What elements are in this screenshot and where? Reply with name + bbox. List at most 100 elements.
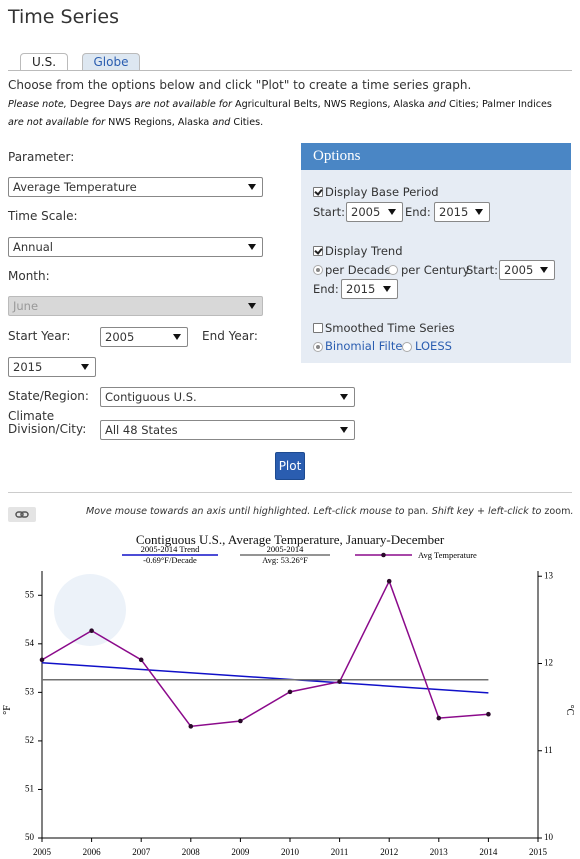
legend-marker — [381, 552, 386, 558]
field-label: Climate Division/City: — [8, 409, 87, 436]
text-segment: NWS Regions, Alaska — [108, 117, 210, 128]
y2-tick-label: 13 — [544, 570, 554, 580]
option-label: LOESS — [415, 339, 452, 353]
x-tick-label: 2008 — [182, 847, 201, 857]
plot-button[interactable]: Plot — [275, 452, 305, 480]
checkbox[interactable] — [313, 323, 323, 333]
chart-hint: Move mouse towards an axis until highlig… — [86, 506, 574, 517]
point — [188, 724, 194, 729]
legend-note: -0.69°F/Decade — [143, 555, 197, 565]
field-label: Start Year: — [8, 329, 71, 343]
divider — [8, 492, 572, 493]
point — [238, 718, 243, 724]
checkbox[interactable] — [313, 187, 323, 197]
x-tick-label: 2011 — [331, 847, 349, 857]
legend-label: 2005-2014 — [267, 544, 305, 554]
tab-rule — [8, 70, 572, 71]
tab[interactable]: U.S. — [20, 53, 68, 71]
x-tick-label: 2009 — [231, 847, 250, 857]
y-tick-label: 55 — [25, 589, 35, 599]
select[interactable]: 2015 — [8, 357, 96, 377]
field-label: End Year: — [202, 329, 258, 343]
series-line — [41, 662, 489, 694]
option-label: Smoothed Time Series — [325, 321, 455, 335]
field-label: Time Scale: — [8, 209, 78, 223]
option-label: Display Trend — [325, 244, 403, 258]
text-segment: and — [209, 117, 234, 128]
y-tick-label: 51 — [25, 784, 34, 794]
y-tick-label: 53 — [25, 686, 35, 696]
option-label: Start: — [313, 205, 345, 219]
option-label: Start: — [466, 263, 498, 277]
point — [287, 689, 293, 695]
x-tick-label: 2006 — [83, 847, 102, 857]
y-tick-label: 52 — [25, 735, 34, 745]
select[interactable]: Annual — [8, 237, 263, 257]
y-axis-label: °F — [2, 705, 13, 715]
radio[interactable] — [388, 265, 398, 275]
y2-axis-label: °C — [564, 705, 575, 716]
text-segment: are not available for — [8, 117, 109, 128]
select[interactable]: 2005 — [100, 327, 188, 347]
select[interactable]: 2005 — [499, 260, 555, 280]
option-label: Binomial Filter — [325, 339, 408, 353]
select[interactable]: Average Temperature — [8, 177, 263, 197]
link-button[interactable] — [8, 507, 36, 522]
point — [386, 578, 392, 584]
checkbox[interactable] — [313, 246, 323, 256]
field-label: Parameter: — [8, 150, 75, 164]
y2-tick-label: 12 — [544, 658, 553, 668]
field-label: State/Region: — [8, 389, 89, 403]
option-label: End: — [313, 282, 339, 296]
x-tick-label: 2015 — [529, 847, 548, 857]
option-label: End: — [405, 205, 431, 219]
text-segment: and — [424, 99, 449, 110]
select[interactable]: 2015 — [434, 202, 490, 222]
y2-tick-label: 11 — [544, 745, 553, 755]
radio[interactable] — [313, 265, 323, 275]
x-tick-label: 2005 — [33, 847, 52, 857]
point — [436, 715, 442, 721]
y-tick-label: 54 — [25, 638, 35, 648]
select[interactable]: June — [8, 296, 263, 316]
text-segment: zoom — [544, 506, 571, 517]
series-line — [41, 579, 489, 728]
text-segment: Degree Days — [69, 99, 132, 110]
select[interactable]: Contiguous U.S. — [100, 387, 355, 407]
x-tick-label: 2010 — [281, 847, 300, 857]
text-segment: pan — [407, 506, 426, 517]
x-tick-label: 2013 — [430, 847, 449, 857]
text-segment: Cities. — [233, 117, 264, 128]
y2-tick-label: 10 — [544, 832, 554, 842]
text-segment: Move mouse towards an axis until highlig… — [86, 506, 408, 517]
intro: Choose from the options below and click … — [8, 78, 472, 92]
text-segment: Please note, — [8, 99, 70, 110]
select[interactable]: 2005 — [346, 202, 403, 222]
text-segment: . Shift key + left-click to — [425, 506, 545, 517]
point — [39, 657, 45, 663]
point — [89, 628, 94, 634]
point — [337, 679, 342, 684]
option-label: Display Base Period — [325, 185, 439, 199]
watermark — [54, 574, 126, 646]
options-title: Options — [301, 143, 571, 170]
select[interactable]: 2015 — [341, 279, 398, 299]
select[interactable]: All 48 States — [100, 420, 355, 440]
text-segment: Agricultural Belts, NWS Regions, Alaska — [235, 99, 425, 110]
option-label: per Century — [401, 263, 470, 277]
chart-title: Contiguous U.S., Average Temperature, Ja… — [136, 532, 445, 547]
legend-label: Avg Temperature — [418, 550, 477, 560]
tab[interactable]: Globe — [82, 53, 140, 71]
text-segment: . — [570, 506, 574, 517]
field-label: Month: — [8, 269, 50, 283]
text-segment: Cities; Palmer Indices — [448, 99, 552, 110]
radio[interactable] — [313, 342, 323, 352]
x-tick-label: 2007 — [132, 847, 151, 857]
link-icon — [15, 511, 29, 518]
y-tick-label: 50 — [25, 832, 35, 842]
options-panel — [301, 143, 571, 363]
option-label: per Decade — [325, 263, 392, 277]
radio[interactable] — [402, 342, 412, 352]
note: Please note, Degree Days are not availab… — [8, 96, 553, 132]
